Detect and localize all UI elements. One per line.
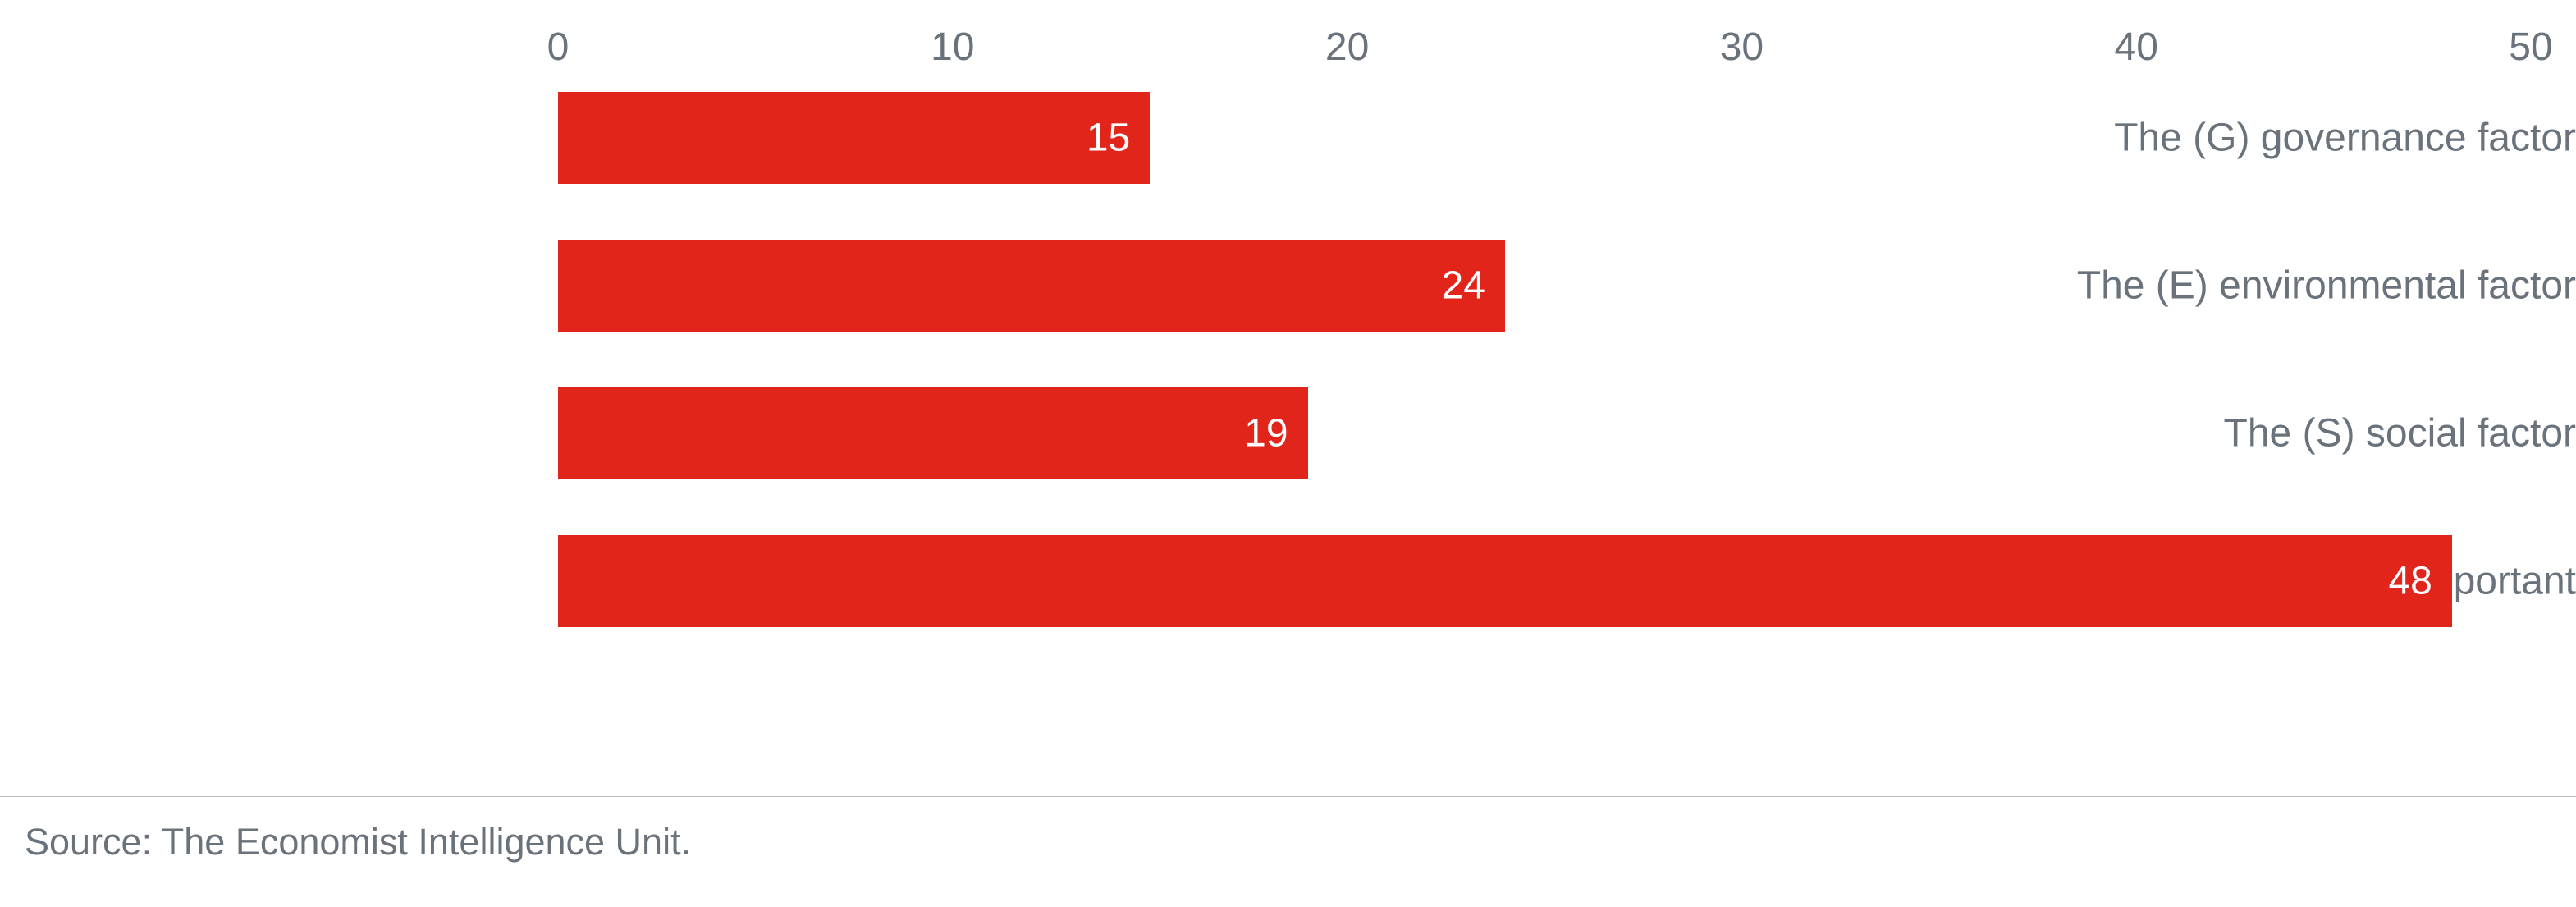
bar (558, 240, 1505, 332)
category-label: The (E) environmental factor (2044, 263, 2576, 309)
x-axis-tick-label: 40 (2114, 25, 2157, 70)
bar (558, 535, 2452, 627)
x-axis-tick-label: 20 (1325, 25, 1369, 70)
bar-value-label: 48 (2388, 559, 2432, 604)
category-label: The (S) social factor (2044, 411, 2576, 456)
source-citation: Source: The Economist Intelligence Unit. (25, 821, 691, 863)
x-axis-tick-label: 50 (2509, 25, 2552, 70)
bar-value-label: 15 (1087, 116, 1130, 161)
x-axis-tick-label: 10 (931, 25, 974, 70)
bar (558, 387, 1308, 479)
x-axis-tick-label: 0 (547, 25, 570, 70)
bar-value-label: 19 (1244, 411, 1288, 456)
footer-divider (0, 796, 2576, 797)
category-label: The (G) governance factor (2044, 116, 2576, 161)
bar-value-label: 24 (1442, 263, 1485, 309)
esg-importance-bar-chart: 0 10 20 30 40 50 The (G) governance factor 15 Th… (0, 0, 2576, 907)
x-axis-tick-label: 30 (1720, 25, 1764, 70)
bar (558, 92, 1150, 184)
